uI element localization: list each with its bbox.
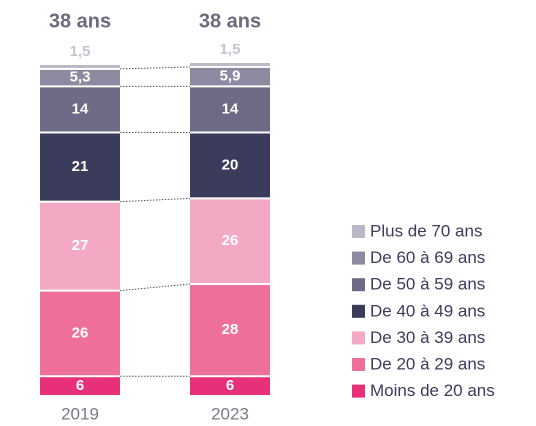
annotation: 38 ans [199, 10, 261, 32]
legend-label: Moins de 20 ans [370, 381, 495, 400]
legend-label: De 20 à 29 ans [370, 354, 485, 373]
value-label: 1,5 [70, 43, 91, 60]
legend-label: De 60 à 69 ans [370, 248, 485, 267]
value-label: 26 [72, 324, 89, 341]
bar-segment [40, 133, 120, 201]
x-tick-label: 2019 [61, 404, 99, 423]
legend-swatch [352, 304, 365, 318]
bar-segment [40, 202, 120, 290]
value-label: 26 [222, 232, 239, 249]
value-label: 27 [72, 237, 89, 254]
bar-segment [190, 67, 270, 86]
annotation: 38 ans [49, 10, 111, 32]
bar-segment [40, 291, 120, 376]
bar-segment [40, 87, 120, 132]
bar-segment [190, 63, 270, 66]
legend-swatch [352, 278, 365, 292]
connector [119, 66, 191, 70]
value-label: 6 [76, 377, 84, 394]
legend-swatch [352, 331, 365, 345]
bar-segment [40, 69, 120, 86]
bar-segment [190, 285, 270, 376]
value-label: 14 [72, 100, 89, 117]
bar-segment [190, 87, 270, 132]
value-label: 28 [222, 321, 239, 338]
bar-segment [40, 64, 120, 68]
bar-segment [190, 377, 270, 395]
value-label: 14 [222, 100, 239, 117]
legend-label: Plus de 70 ans [370, 221, 482, 240]
legend-label: De 30 à 39 ans [370, 328, 485, 347]
value-label: 5,3 [70, 69, 91, 86]
value-label: 6 [226, 377, 234, 394]
bar-segment [190, 133, 270, 198]
value-label: 1,5 [220, 41, 241, 58]
value-label: 5,9 [220, 68, 241, 85]
legend-label: De 40 à 49 ans [370, 301, 485, 320]
bar-segment [40, 377, 120, 395]
x-tick-label: 2023 [211, 404, 249, 423]
value-label: 21 [72, 158, 89, 175]
legend-label: De 50 à 59 ans [370, 275, 485, 294]
legend-swatch [352, 251, 365, 265]
bar-segment [190, 199, 270, 284]
connector [119, 283, 191, 292]
value-label: 20 [222, 156, 239, 173]
connector [119, 197, 191, 203]
legend-swatch [352, 225, 365, 238]
legend-swatch [352, 384, 365, 398]
legend-swatch [352, 358, 365, 371]
